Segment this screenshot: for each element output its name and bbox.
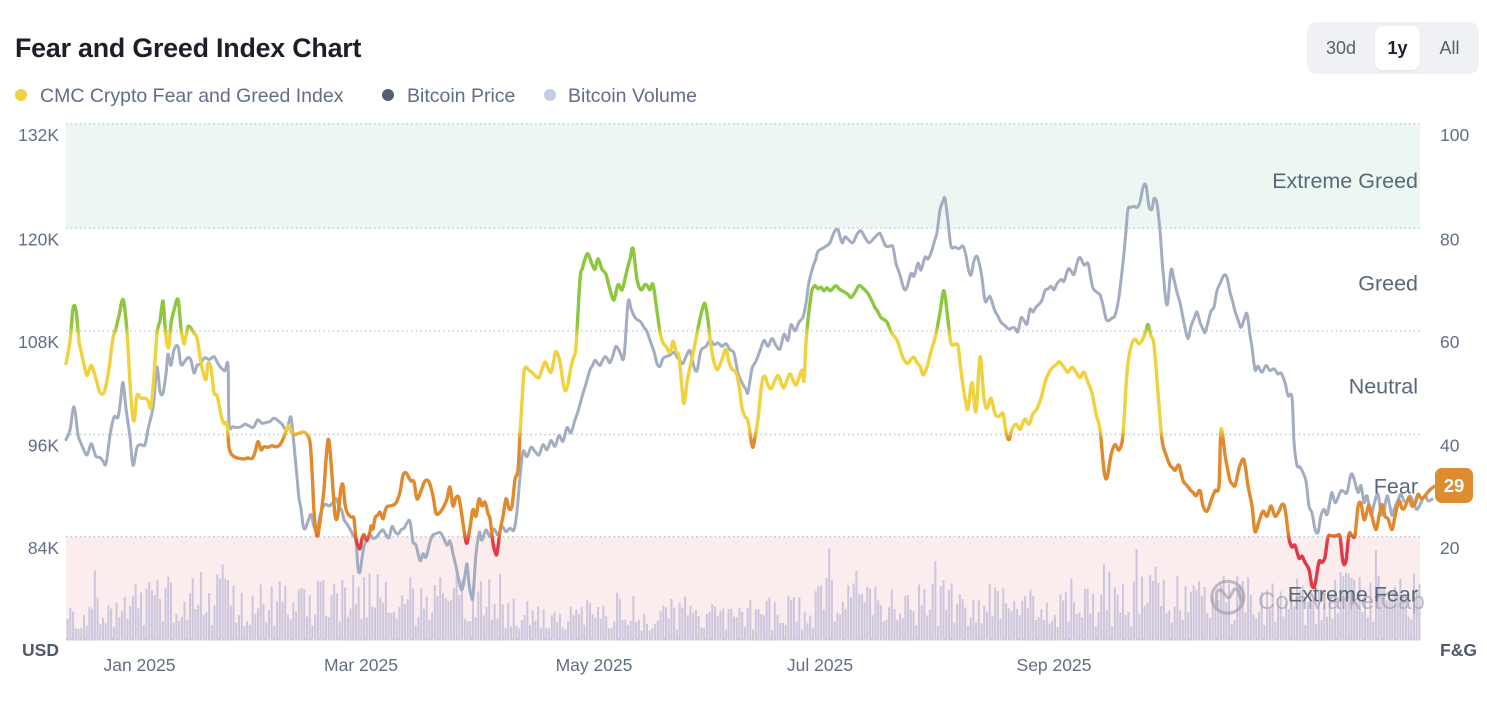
svg-text:CoinMarketCap: CoinMarketCap: [1258, 588, 1425, 615]
svg-text:80: 80: [1440, 229, 1460, 249]
svg-text:108K: 108K: [18, 332, 59, 352]
svg-text:29: 29: [1444, 475, 1465, 496]
svg-text:Jan 2025: Jan 2025: [103, 655, 175, 675]
svg-text:Fear: Fear: [1374, 475, 1418, 499]
svg-text:Mar 2025: Mar 2025: [324, 655, 398, 675]
svg-text:Neutral: Neutral: [1349, 375, 1418, 399]
svg-text:20: 20: [1440, 538, 1460, 558]
svg-text:96K: 96K: [28, 436, 59, 456]
svg-text:Extreme Fear: Extreme Fear: [1288, 583, 1418, 607]
svg-text:USD: USD: [22, 640, 59, 660]
svg-text:Extreme Greed: Extreme Greed: [1272, 169, 1418, 193]
svg-text:60: 60: [1440, 332, 1460, 352]
svg-text:Greed: Greed: [1358, 272, 1418, 296]
svg-text:Jul 2025: Jul 2025: [787, 655, 853, 675]
svg-text:Sep 2025: Sep 2025: [1017, 655, 1092, 675]
svg-text:84K: 84K: [28, 538, 59, 558]
svg-text:132K: 132K: [18, 125, 59, 145]
svg-text:120K: 120K: [18, 229, 59, 249]
svg-text:F&G: F&G: [1440, 640, 1477, 660]
svg-text:100: 100: [1440, 125, 1469, 145]
svg-text:40: 40: [1440, 436, 1460, 456]
svg-text:May 2025: May 2025: [556, 655, 633, 675]
